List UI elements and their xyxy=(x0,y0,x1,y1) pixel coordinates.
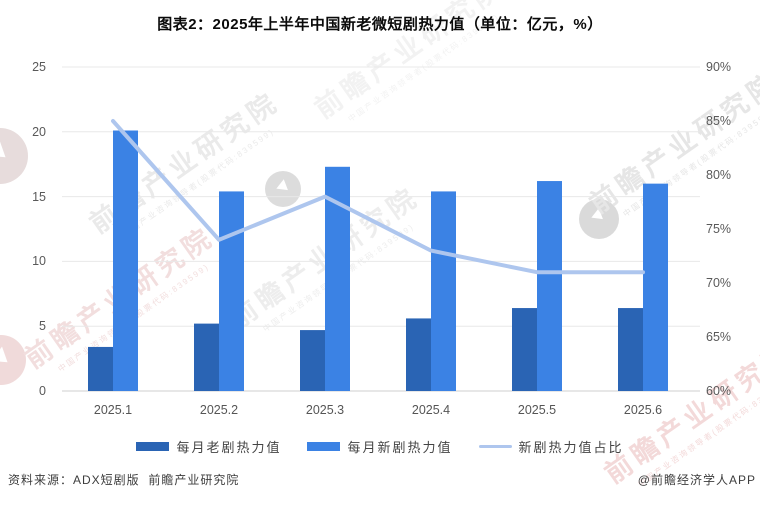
x-axis-label-2025.6: 2025.6 xyxy=(623,403,663,417)
legend-label: 每月新剧热力值 xyxy=(347,440,453,455)
legend-item-new-drama-share: 新剧热力值占比 xyxy=(478,437,624,456)
bar-old-drama-2025.6 xyxy=(618,308,643,391)
legend-line-swatch-icon xyxy=(478,445,512,448)
legend-bar-swatch-icon xyxy=(307,442,341,451)
bar-old-drama-2025.3 xyxy=(300,330,325,391)
y-axis-right-tick-70%: 70% xyxy=(706,276,732,290)
y-axis-right-tick-90%: 90% xyxy=(706,60,732,74)
bar-new-drama-2025.4 xyxy=(431,191,456,391)
plot-area xyxy=(62,66,700,392)
bar-old-drama-2025.5 xyxy=(512,308,537,391)
y-axis-left-tick-15: 15 xyxy=(32,189,46,204)
y-axis-left-tick-25: 25 xyxy=(32,60,46,74)
y-axis-left-tick-0: 0 xyxy=(39,384,46,398)
y-axis-left-tick-20: 20 xyxy=(32,124,46,139)
y-axis-left-tick-5: 5 xyxy=(39,319,46,334)
x-axis-label-2025.5: 2025.5 xyxy=(517,403,557,417)
bar-old-drama-2025.2 xyxy=(194,323,219,391)
chart-title: 图表2：2025年上半年中国新老微短剧热力值（单位：亿元，%） xyxy=(157,16,603,33)
line-new-drama-share xyxy=(111,119,645,275)
bar-new-drama-2025.1 xyxy=(113,130,138,391)
credit-note: @前瞻经济学人APP xyxy=(637,473,756,487)
bar-old-drama-2025.4 xyxy=(406,318,431,391)
x-axis-label-2025.3: 2025.3 xyxy=(305,403,345,417)
y-axis-right-tick-75%: 75% xyxy=(706,222,732,236)
y-axis-left-tick-10: 10 xyxy=(32,254,46,269)
bar-new-drama-2025.5 xyxy=(537,181,562,391)
y-axis-right-tick-60%: 60% xyxy=(706,384,732,398)
legend-label: 每月老剧热力值 xyxy=(176,440,282,455)
legend-item-old-drama-heat: 每月老剧热力值 xyxy=(136,437,281,456)
x-axis-label-2025.2: 2025.2 xyxy=(199,403,239,417)
legend-item-new-drama-heat: 每月新剧热力值 xyxy=(307,437,452,456)
source-note: 资料来源：ADX短剧版 前瞻产业研究院 xyxy=(8,473,240,487)
x-axis-label-2025.4: 2025.4 xyxy=(411,403,451,417)
x-axis-label-2025.1: 2025.1 xyxy=(93,403,133,417)
y-axis-right-tick-80%: 80% xyxy=(706,168,732,182)
bar-old-drama-2025.1 xyxy=(88,346,113,391)
legend: 每月老剧热力值 每月新剧热力值 新剧热力值占比 xyxy=(0,437,760,456)
bar-new-drama-2025.6 xyxy=(643,183,668,391)
legend-bar-swatch-icon xyxy=(136,442,170,451)
bar-new-drama-2025.2 xyxy=(219,191,244,391)
y-axis-right-tick-85%: 85% xyxy=(706,114,732,128)
legend-label: 新剧热力值占比 xyxy=(518,440,624,455)
y-axis-right-tick-65%: 65% xyxy=(706,330,732,344)
